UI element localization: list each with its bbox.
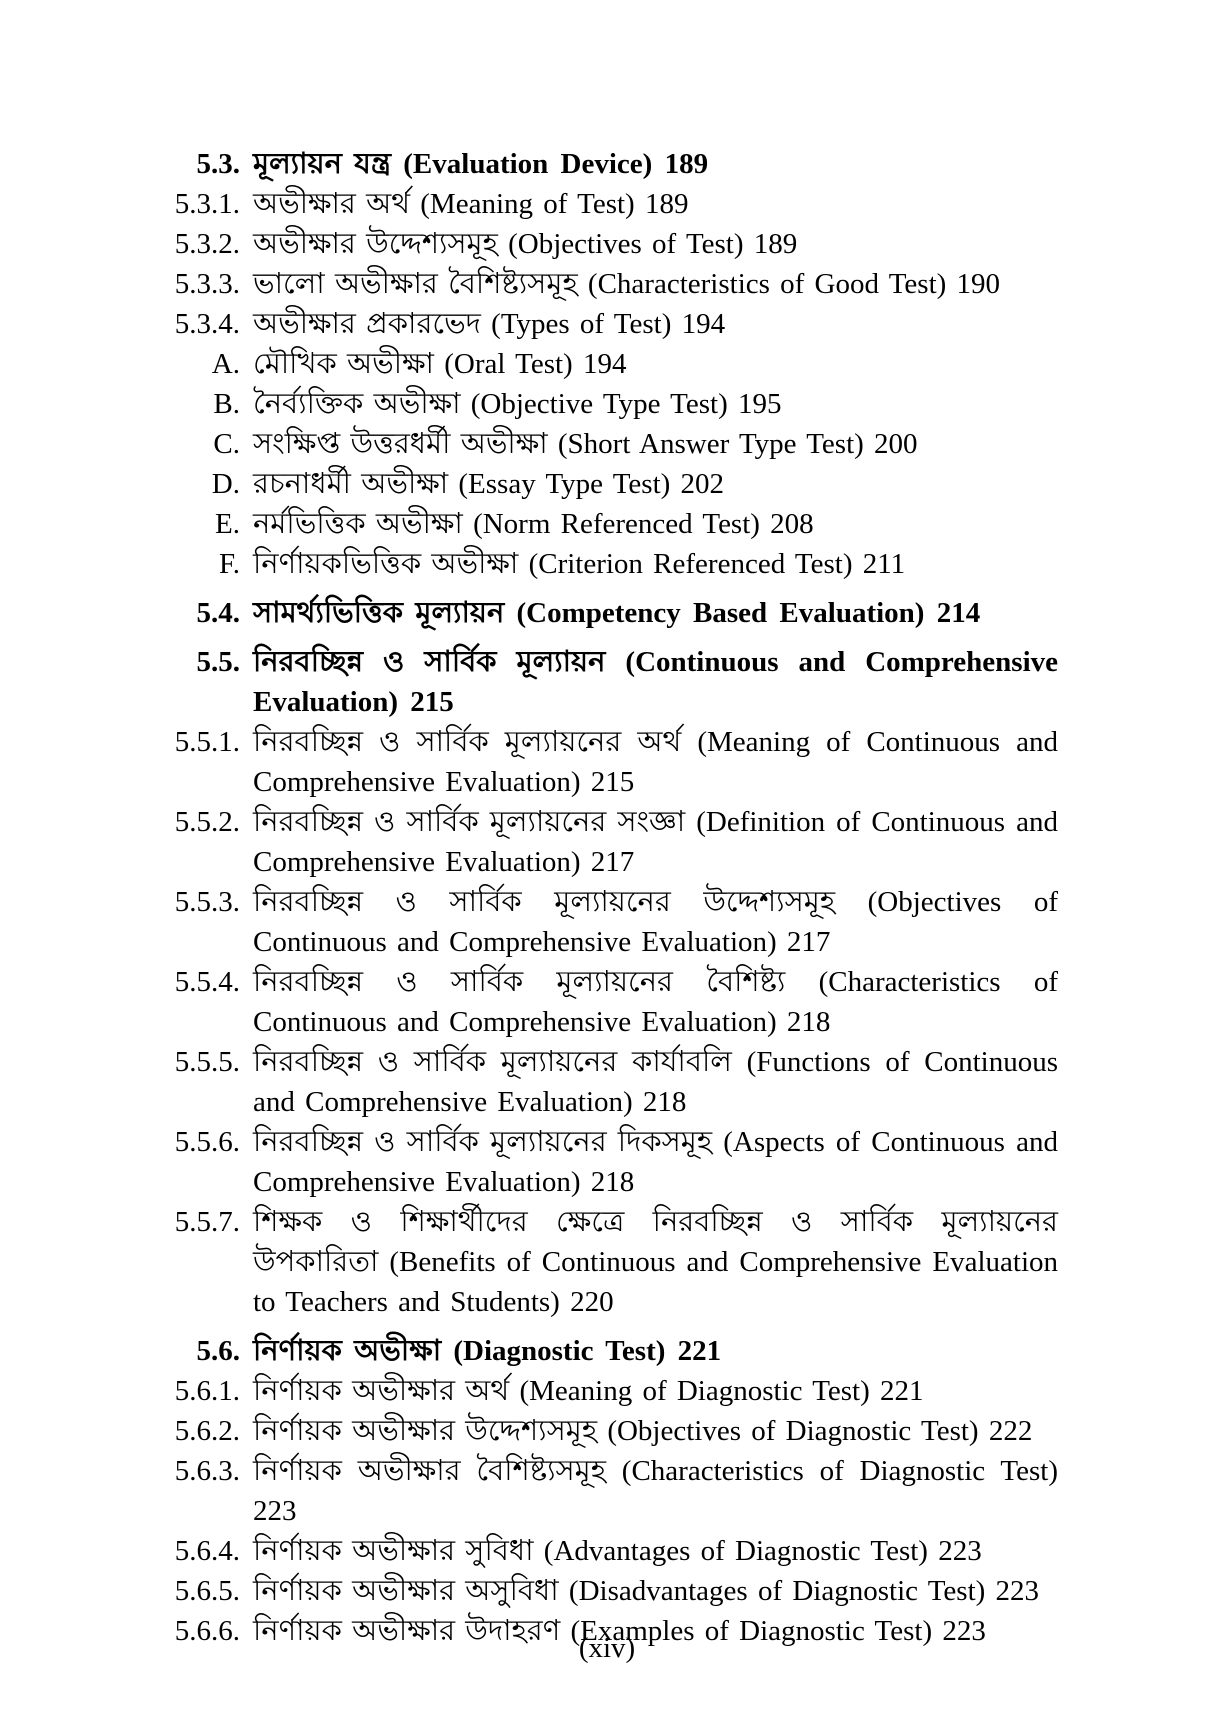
toc-entry: E. নর্মভিত্তিক অভীক্ষা (Norm Referenced … bbox=[155, 504, 1058, 544]
toc-entry: 5.6.5. নির্ণায়ক অভীক্ষার অসুবিধা (Disad… bbox=[155, 1571, 1058, 1611]
toc-entry-text: মূল্যায়ন যন্ত্র (Evaluation Device) 189 bbox=[253, 148, 709, 180]
toc-entry: D. রচনাধর্মী অভীক্ষা (Essay Type Test) 2… bbox=[155, 464, 1058, 504]
toc-entry-text: শিক্ষক ও শিক্ষার্থীদের ক্ষেত্রে নিরবচ্ছি… bbox=[253, 1206, 1058, 1318]
toc-entry-text: নির্ণায়ক অভীক্ষা (Diagnostic Test) 221 bbox=[253, 1335, 722, 1367]
toc-entry: C. সংক্ষিপ্ত উত্তরধর্মী অভীক্ষা (Short A… bbox=[155, 424, 1058, 464]
toc-entry: 5.3.1. অভীক্ষার অর্থ (Meaning of Test) 1… bbox=[155, 184, 1058, 224]
toc-entry: 5.3.3. ভালো অভীক্ষার বৈশিষ্ট্যসমূহ (Char… bbox=[155, 264, 1058, 304]
toc-entry-text: নিরবচ্ছিন্ন ও সার্বিক মূল্যায়নের দিকসমূ… bbox=[253, 1126, 1058, 1198]
toc-entry: F. নির্ণায়কভিত্তিক অভীক্ষা (Criterion R… bbox=[155, 544, 1058, 584]
toc-entry: 5.6.1. নির্ণায়ক অভীক্ষার অর্থ (Meaning … bbox=[155, 1371, 1058, 1411]
toc-entry-number: E. bbox=[215, 508, 240, 540]
toc-entry-text: নির্ণায়ক অভীক্ষার বৈশিষ্ট্যসমূহ (Charac… bbox=[253, 1455, 1058, 1527]
toc-entry: 5.5.6. নিরবচ্ছিন্ন ও সার্বিক মূল্যায়নের… bbox=[155, 1122, 1058, 1202]
toc-entry-number: 5.3.1. bbox=[174, 188, 240, 220]
toc-entry: 5.6.3. নির্ণায়ক অভীক্ষার বৈশিষ্ট্যসমূহ … bbox=[155, 1451, 1058, 1531]
toc-entry-number: 5.6.3. bbox=[174, 1455, 240, 1487]
toc-entry-number: 5.5.4. bbox=[174, 966, 240, 998]
toc-entry-text: নিরবচ্ছিন্ন ও সার্বিক মূল্যায়নের বৈশিষ্… bbox=[253, 966, 1058, 1038]
toc-entry: 5.4. সামর্থ্যভিত্তিক মূল্যায়ন (Competen… bbox=[155, 593, 1058, 633]
toc-entry: 5.6.6. নির্ণায়ক অভীক্ষার উদাহরণ (Exampl… bbox=[155, 1611, 1058, 1651]
toc-entry: 5.5.4. নিরবচ্ছিন্ন ও সার্বিক মূল্যায়নের… bbox=[155, 962, 1058, 1042]
toc-entry-text: অভীক্ষার অর্থ (Meaning of Test) 189 bbox=[253, 188, 689, 220]
toc-entry-number: A. bbox=[211, 348, 240, 380]
toc-entry-number: D. bbox=[211, 468, 240, 500]
toc-entry-text: নিরবচ্ছিন্ন ও সার্বিক মূল্যায়নের কার্যা… bbox=[253, 1046, 1058, 1118]
toc-entry-number: C. bbox=[213, 428, 240, 460]
toc-entry-text: নৈর্ব্যক্তিক অভীক্ষা (Objective Type Tes… bbox=[253, 388, 782, 420]
toc-entry-text: সংক্ষিপ্ত উত্তরধর্মী অভীক্ষা (Short Answ… bbox=[253, 428, 918, 460]
toc-entry: 5.3. মূল্যায়ন যন্ত্র (Evaluation Device… bbox=[155, 144, 1058, 184]
toc-entry-number: 5.6.4. bbox=[174, 1535, 240, 1567]
toc-entry-number: B. bbox=[213, 388, 240, 420]
toc-entry-text: রচনাধর্মী অভীক্ষা (Essay Type Test) 202 bbox=[253, 468, 725, 500]
toc-entry-text: নিরবচ্ছিন্ন ও সার্বিক মূল্যায়নের সংজ্ঞা… bbox=[253, 806, 1058, 878]
toc-entry-text: নির্ণায়ক অভীক্ষার উদাহরণ (Examples of D… bbox=[253, 1615, 986, 1647]
toc-entry-number: 5.5.7. bbox=[174, 1206, 240, 1238]
toc-entry: 5.5.7. শিক্ষক ও শিক্ষার্থীদের ক্ষেত্রে ন… bbox=[155, 1202, 1058, 1322]
toc-entry-number: 5.5. bbox=[196, 646, 241, 678]
toc-entry-number: 5.5.2. bbox=[174, 806, 240, 838]
toc-entry-text: নির্ণায়কভিত্তিক অভীক্ষা (Criterion Refe… bbox=[253, 548, 906, 580]
toc-entry-number: 5.3.3. bbox=[174, 268, 240, 300]
toc-entry: 5.6. নির্ণায়ক অভীক্ষা (Diagnostic Test)… bbox=[155, 1331, 1058, 1371]
toc-entry-number: 5.5.1. bbox=[174, 726, 240, 758]
toc-entry-text: নির্ণায়ক অভীক্ষার উদ্দেশ্যসমূহ (Objecti… bbox=[253, 1415, 1033, 1447]
toc-entry: 5.6.4. নির্ণায়ক অভীক্ষার সুবিধা (Advant… bbox=[155, 1531, 1058, 1571]
toc-entry: 5.5.2. নিরবচ্ছিন্ন ও সার্বিক মূল্যায়নের… bbox=[155, 802, 1058, 882]
toc-entry-text: ভালো অভীক্ষার বৈশিষ্ট্যসমূহ (Characteris… bbox=[253, 268, 1001, 300]
toc-entry-text: অভীক্ষার উদ্দেশ্যসমূহ (Objectives of Tes… bbox=[253, 228, 798, 260]
toc-entry-text: নির্ণায়ক অভীক্ষার সুবিধা (Advantages of… bbox=[253, 1535, 982, 1567]
toc-entry-number: 5.6.6. bbox=[174, 1615, 240, 1647]
toc-entry: B. নৈর্ব্যক্তিক অভীক্ষা (Objective Type … bbox=[155, 384, 1058, 424]
toc-entry-number: 5.6. bbox=[196, 1335, 241, 1367]
toc-entry-text: নিরবচ্ছিন্ন ও সার্বিক মূল্যায়নের উদ্দেশ… bbox=[253, 886, 1058, 958]
toc-entry-text: নিরবচ্ছিন্ন ও সার্বিক মূল্যায়ন (Continu… bbox=[253, 646, 1058, 718]
toc-entry-number: F. bbox=[218, 548, 240, 580]
toc-entry-text: মৌখিক অভীক্ষা (Oral Test) 194 bbox=[253, 348, 627, 380]
page-number: (xiv) bbox=[578, 1632, 636, 1664]
toc-entry-text: সামর্থ্যভিত্তিক মূল্যায়ন (Competency Ba… bbox=[253, 597, 981, 629]
toc-entry: 5.5. নিরবচ্ছিন্ন ও সার্বিক মূল্যায়ন (Co… bbox=[155, 642, 1059, 722]
toc-entry-text: নিরবচ্ছিন্ন ও সার্বিক মূল্যায়নের অর্থ (… bbox=[253, 726, 1058, 798]
toc-entry-number: 5.3.4. bbox=[174, 308, 240, 340]
toc-entry-number: 5.3.2. bbox=[174, 228, 240, 260]
toc-entry-text: নর্মভিত্তিক অভীক্ষা (Norm Referenced Tes… bbox=[253, 508, 814, 540]
toc-entry-text: অভীক্ষার প্রকারভেদ (Types of Test) 194 bbox=[253, 308, 726, 340]
toc-entry: 5.3.2. অভীক্ষার উদ্দেশ্যসমূহ (Objectives… bbox=[155, 224, 1058, 264]
toc-entry-number: 5.5.6. bbox=[174, 1126, 240, 1158]
toc-entry-text: নির্ণায়ক অভীক্ষার অর্থ (Meaning of Diag… bbox=[253, 1375, 924, 1407]
toc-entry: 5.6.2. নির্ণায়ক অভীক্ষার উদ্দেশ্যসমূহ (… bbox=[155, 1411, 1058, 1451]
toc-entry-number: 5.6.5. bbox=[174, 1575, 240, 1607]
toc-entry: 5.5.3. নিরবচ্ছিন্ন ও সার্বিক মূল্যায়নের… bbox=[155, 882, 1058, 962]
toc-entry-number: 5.3. bbox=[196, 148, 241, 180]
toc-entry: A. মৌখিক অভীক্ষা (Oral Test) 194 bbox=[155, 344, 1058, 384]
toc-entry-text: নির্ণায়ক অভীক্ষার অসুবিধা (Disadvantage… bbox=[253, 1575, 1040, 1607]
toc-entry-number: 5.5.3. bbox=[174, 886, 240, 918]
toc-entry-number: 5.5.5. bbox=[174, 1046, 240, 1078]
toc-entry: 5.5.1. নিরবচ্ছিন্ন ও সার্বিক মূল্যায়নের… bbox=[155, 722, 1058, 802]
toc-entry-number: 5.4. bbox=[196, 597, 241, 629]
toc-entry: 5.5.5. নিরবচ্ছিন্ন ও সার্বিক মূল্যায়নের… bbox=[155, 1042, 1058, 1122]
toc-list: 5.3. মূল্যায়ন যন্ত্র (Evaluation Device… bbox=[155, 135, 1058, 1651]
toc-entry-number: 5.6.1. bbox=[174, 1375, 240, 1407]
toc-entry: 5.3.4. অভীক্ষার প্রকারভেদ (Types of Test… bbox=[155, 304, 1058, 344]
toc-entry-number: 5.6.2. bbox=[174, 1415, 240, 1447]
